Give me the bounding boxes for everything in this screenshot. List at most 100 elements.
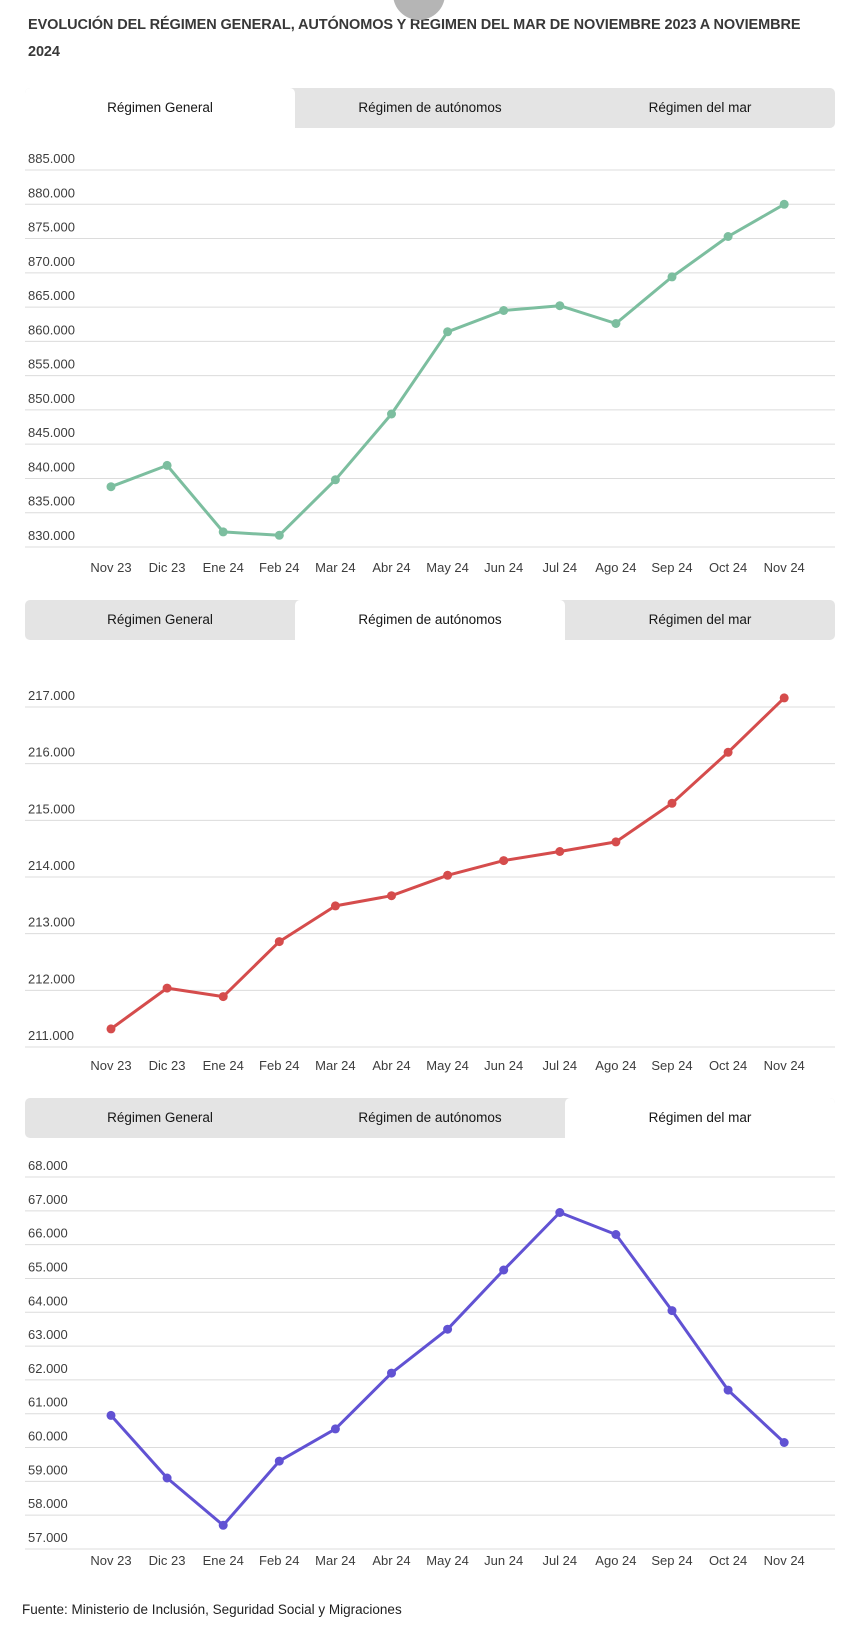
data-point — [162, 1473, 172, 1483]
y-tick-label: 59.000 — [28, 1462, 68, 1477]
y-tick-label: 57.000 — [28, 1530, 68, 1545]
data-point — [162, 460, 172, 470]
x-tick-label: Nov 23 — [90, 560, 131, 575]
data-point — [555, 846, 565, 856]
line-chart-regimen-autonomos: 217.000 216.000 215.000 214.000 213.000 212.0… — [25, 688, 835, 1073]
tab-regimen-autonomos[interactable]: Régimen de autónomos — [295, 599, 565, 650]
x-tick-label: Ene 24 — [203, 560, 244, 575]
data-point — [723, 1385, 733, 1395]
y-tick-label: 211.000 — [28, 1028, 74, 1043]
x-tick-label: Ago 24 — [595, 1058, 636, 1073]
line-chart-regimen-general: 885.000 880.000 875.000 870.000 865.000 860.0… — [25, 151, 835, 575]
x-tick-label: Feb 24 — [259, 560, 299, 575]
tab-bar: Régimen General Régimen de autónomos Rég… — [25, 1097, 835, 1148]
data-point — [162, 983, 172, 993]
y-tick-label: 216.000 — [28, 744, 75, 759]
x-tick-label: Ene 24 — [203, 1553, 244, 1568]
data-point — [274, 1456, 284, 1466]
data-point — [723, 231, 733, 241]
y-tick-label: 215.000 — [28, 801, 75, 816]
y-tick-label: 60.000 — [28, 1428, 68, 1443]
y-tick-label: 855.000 — [28, 356, 75, 371]
data-point — [499, 305, 509, 315]
data-point — [443, 1324, 453, 1334]
data-point — [218, 1520, 228, 1530]
data-point — [106, 481, 116, 491]
data-point — [611, 837, 621, 847]
series-line — [109, 696, 786, 1031]
x-tick-label: Ene 24 — [203, 1058, 244, 1073]
y-tick-label: 840.000 — [28, 459, 75, 474]
y-tick-label: 875.000 — [28, 219, 75, 234]
y-tick-label: 68.000 — [28, 1158, 68, 1173]
data-point — [387, 1368, 396, 1378]
tab-regimen-autonomos[interactable]: Régimen de autónomos — [358, 1109, 502, 1125]
x-tick-label: Jun 24 — [484, 1553, 523, 1568]
x-tick-label: Jun 24 — [484, 1058, 523, 1073]
x-tick-label: Dic 23 — [149, 560, 186, 575]
data-point — [443, 326, 453, 336]
data-point — [611, 1229, 621, 1239]
y-tick-label: 870.000 — [28, 253, 75, 268]
x-tick-label: May 24 — [426, 560, 469, 575]
y-tick-label: 865.000 — [28, 288, 75, 303]
tab-regimen-mar[interactable]: Régimen del mar — [648, 99, 752, 115]
x-tick-label: Sep 24 — [651, 560, 692, 575]
series-line — [109, 202, 786, 537]
x-tick-label: Sep 24 — [651, 1553, 692, 1568]
x-tick-label: Feb 24 — [259, 1058, 299, 1073]
x-tick-label: Oct 24 — [709, 560, 747, 575]
tab-bar: Régimen General Régimen de autónomos Rég… — [25, 87, 835, 138]
data-point — [330, 901, 340, 911]
x-tick-label: Nov 24 — [764, 560, 805, 575]
tab-regimen-general[interactable]: Régimen General — [107, 611, 213, 627]
x-tick-label: Mar 24 — [315, 1058, 355, 1073]
x-tick-label: May 24 — [426, 1058, 469, 1073]
y-tick-label: 217.000 — [28, 688, 75, 703]
data-point — [330, 1424, 340, 1434]
y-tick-label: 67.000 — [28, 1191, 68, 1206]
x-tick-label: May 24 — [426, 1553, 469, 1568]
x-tick-label: Jul 24 — [542, 1553, 577, 1568]
x-tick-label: Abr 24 — [372, 560, 410, 575]
source-note: Fuente: Ministerio de Inclusión, Segurid… — [22, 1601, 402, 1617]
y-tick-label: 845.000 — [28, 425, 75, 440]
x-tick-label: Nov 24 — [764, 1058, 805, 1073]
data-point — [779, 693, 789, 703]
top-decoration-circle — [393, 0, 445, 20]
y-tick-label: 830.000 — [28, 528, 75, 543]
tab-regimen-general[interactable]: Régimen General — [25, 87, 295, 138]
data-point — [499, 855, 509, 865]
x-tick-label: Ago 24 — [595, 1553, 636, 1568]
data-point — [387, 409, 396, 419]
series-line — [109, 1210, 786, 1527]
x-tick-label: Dic 23 — [149, 1553, 186, 1568]
data-point — [779, 199, 789, 209]
data-point — [274, 530, 284, 540]
tab-regimen-mar[interactable]: Régimen del mar — [565, 1097, 835, 1148]
x-tick-label: Nov 24 — [764, 1553, 805, 1568]
x-tick-label: Jul 24 — [542, 1058, 577, 1073]
data-point — [218, 991, 228, 1001]
tab-regimen-mar[interactable]: Régimen del mar — [648, 611, 752, 627]
y-tick-label: 62.000 — [28, 1361, 68, 1376]
data-point — [274, 936, 284, 946]
y-tick-label: 885.000 — [28, 151, 75, 166]
y-tick-label: 63.000 — [28, 1327, 68, 1342]
data-point — [667, 1305, 677, 1315]
y-tick-label: 61.000 — [28, 1394, 68, 1409]
x-tick-label: Abr 24 — [372, 1553, 410, 1568]
y-tick-label: 880.000 — [28, 185, 75, 200]
data-point — [499, 1265, 509, 1275]
tab-regimen-autonomos[interactable]: Régimen de autónomos — [358, 99, 502, 115]
y-tick-label: 65.000 — [28, 1259, 68, 1274]
y-tick-label: 58.000 — [28, 1496, 68, 1511]
y-tick-label: 835.000 — [28, 493, 75, 508]
x-tick-label: Sep 24 — [651, 1058, 692, 1073]
tab-regimen-general[interactable]: Régimen General — [107, 1109, 213, 1125]
data-point — [667, 272, 677, 282]
x-tick-label: Nov 23 — [90, 1058, 131, 1073]
y-tick-label: 212.000 — [28, 971, 75, 986]
x-tick-label: Mar 24 — [315, 560, 355, 575]
y-tick-label: 213.000 — [28, 914, 75, 929]
